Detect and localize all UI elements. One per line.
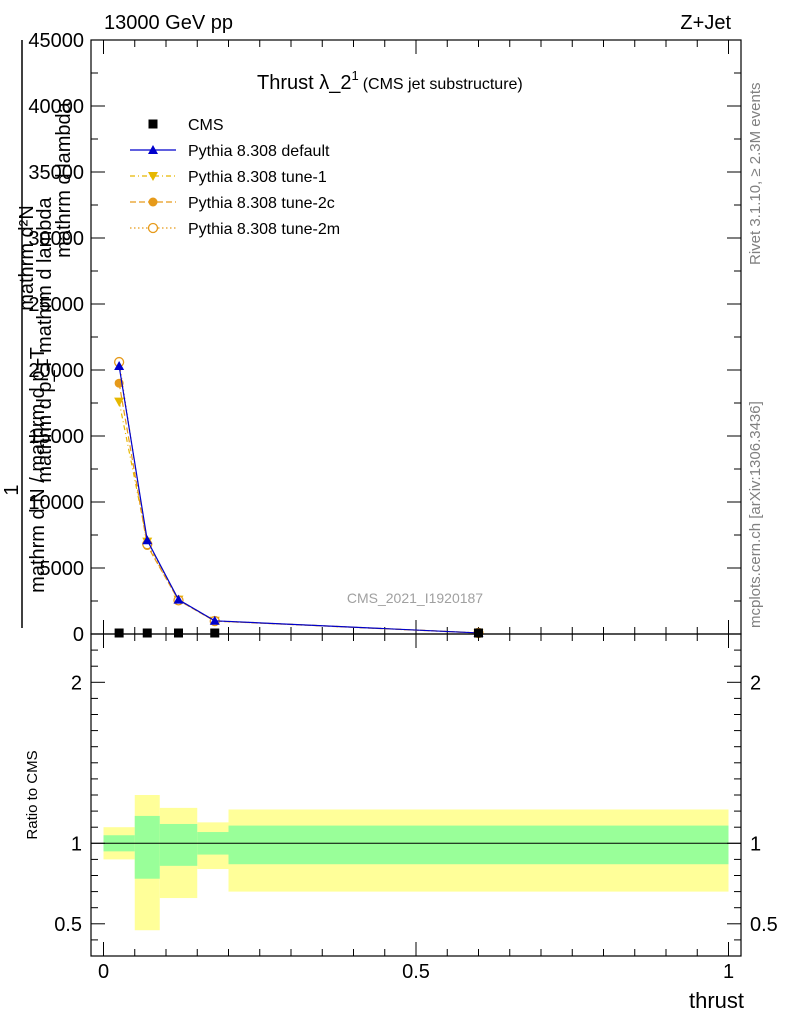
ratio-ytick-label: 0.5 — [54, 914, 82, 936]
series-point-default — [142, 535, 153, 545]
cms-data-point — [174, 628, 183, 638]
main-ytick-label: 40000 — [28, 96, 84, 118]
xtick-label: 0.5 — [402, 961, 430, 983]
ylabel-denominator: mathrm d p_T mathrm d lambda — [34, 196, 56, 482]
chart-title-sup: 1 — [351, 68, 358, 83]
header-left: 13000 GeV pp — [104, 12, 233, 34]
legend-label-tune2c: Pythia 8.308 tune-2c — [188, 195, 335, 212]
chart-title-main: Thrust λ_2 — [257, 72, 351, 94]
ylabel-numerator-2: mathrm d lambda — [53, 101, 75, 257]
ratio-ytick-label-right: 0.5 — [750, 914, 778, 936]
ratio-ytick-label-right: 2 — [750, 672, 761, 694]
xtick-label: 1 — [723, 961, 734, 983]
legend-marker-default — [148, 145, 158, 154]
header-right: Z+Jet — [680, 12, 731, 34]
main-ylabel: mathrm d²N mathrm d lambda mathrm d p_T … — [1, 40, 75, 628]
main-ytick-label: 45000 — [28, 30, 84, 52]
series-point-default — [114, 361, 125, 371]
main-ytick-label: 5000 — [40, 558, 85, 580]
cms-data-point — [474, 628, 483, 638]
main-ytick-label: 25000 — [28, 294, 84, 316]
ratio-band-inner — [228, 825, 729, 865]
main-ytick-label: 30000 — [28, 228, 84, 250]
ratio-frame — [90, 633, 742, 957]
ratio-band-inner — [134, 815, 160, 879]
chart-title-sub: (CMS jet substructure) — [363, 76, 523, 93]
ratio-ytick-label: 2 — [71, 672, 82, 694]
ratio-ylabel: Ratio to CMS — [24, 750, 41, 839]
ratio-ytick-label: 1 — [71, 833, 82, 855]
legend-marker-tune2m — [147, 222, 159, 234]
legend-label-tune1: Pythia 8.308 tune-1 — [188, 169, 327, 186]
main-ytick-label: 10000 — [28, 492, 84, 514]
legend-label-cms: CMS — [188, 117, 224, 134]
xtick-label: 0 — [98, 961, 109, 983]
main-ytick-label: 15000 — [28, 426, 84, 448]
chart-title: Thrust λ_21 (CMS jet substructure) — [257, 68, 523, 94]
series-point-tune1 — [114, 397, 125, 407]
series-point-default — [209, 615, 220, 625]
legend-marker-tune1 — [148, 172, 158, 181]
main-ytick-label: 35000 — [28, 162, 84, 184]
xlabel: thrust — [689, 988, 744, 1013]
legend-label-tune2m: Pythia 8.308 tune-2m — [188, 221, 340, 238]
main-panel: 0 5000 10000 15000 20000 25000 30000 35000 40000… — [28, 30, 742, 646]
series-point-default — [173, 594, 184, 604]
legend-marker-cms — [148, 119, 158, 129]
legend-marker-tune2c — [148, 197, 158, 207]
legend: CMS Pythia 8.308 default Pythia 8.308 tune… — [130, 117, 340, 238]
main-ytick-label: 20000 — [28, 360, 84, 382]
cms-data-point — [142, 628, 152, 638]
cms-data-point — [210, 628, 220, 638]
rivet-label: Rivet 3.1.10, ≥ 2.3M events — [747, 83, 764, 266]
mcplots-label: mcplots.cern.ch [arXiv:1306.3436] — [747, 401, 764, 628]
legend-label-default: Pythia 8.308 default — [188, 143, 330, 160]
main-ytick-label: 0 — [73, 624, 84, 646]
ylabel-denominator-2: mathrm d N / mathrm d p_T — [27, 347, 49, 593]
ratio-ytick-label-right: 1 — [750, 833, 761, 855]
ylabel-prefix: 1 — [1, 484, 23, 495]
analysis-watermark: CMS_2021_I1920187 — [347, 590, 483, 606]
ratio-panel: 0.5 0.5 1 1 2 2 0 0.5 1 — [54, 633, 778, 983]
ratio-band-inner — [159, 823, 198, 866]
cms-data-point — [114, 628, 124, 638]
